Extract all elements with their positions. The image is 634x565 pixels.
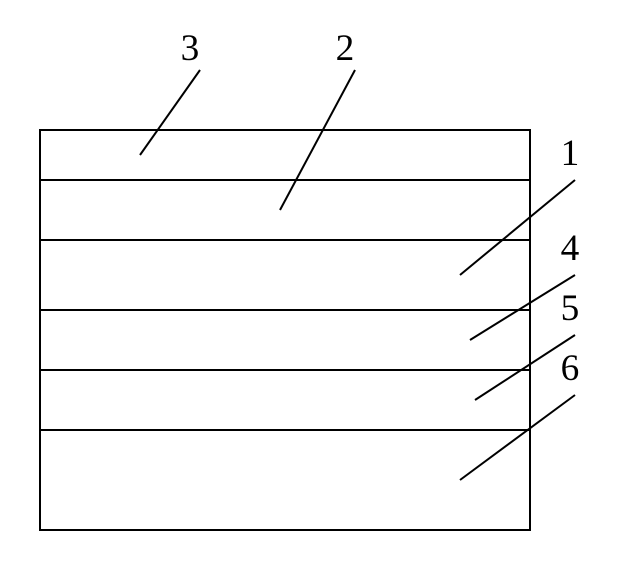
outer-rect bbox=[40, 130, 530, 530]
leader-4 bbox=[470, 275, 575, 340]
label-5: 5 bbox=[561, 288, 580, 329]
label-6: 6 bbox=[561, 348, 580, 389]
layer-diagram: 3 2 1 4 5 6 bbox=[0, 0, 634, 565]
leader-2 bbox=[280, 70, 355, 210]
leader-6 bbox=[460, 395, 575, 480]
label-4: 4 bbox=[561, 228, 580, 269]
leader-3 bbox=[140, 70, 200, 155]
label-1: 1 bbox=[561, 133, 580, 174]
label-2: 2 bbox=[336, 28, 355, 69]
label-3: 3 bbox=[181, 28, 200, 69]
leader-1 bbox=[460, 180, 575, 275]
